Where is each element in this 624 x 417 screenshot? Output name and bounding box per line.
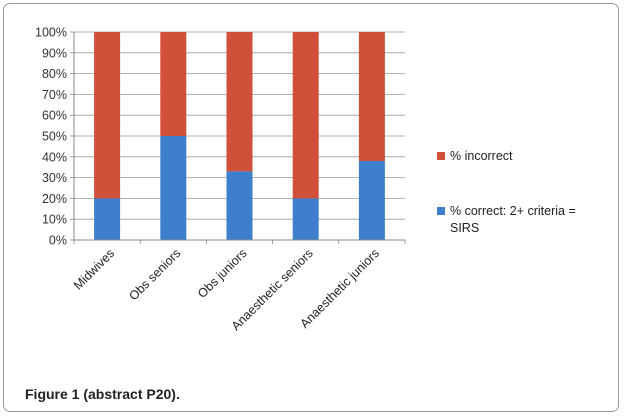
y-tick-label-9: 90% (42, 46, 67, 60)
y-tick-label-6: 60% (42, 109, 67, 123)
y-tick-label-7: 70% (42, 88, 67, 102)
y-tick-label-10: 100% (35, 26, 67, 40)
x-category-label-0: Midwives (71, 246, 117, 292)
y-tick-label-4: 40% (42, 150, 67, 164)
x-category-label-2: Obs juniors (195, 246, 250, 301)
bar-incorrect-0 (94, 32, 121, 199)
x-category-labels: Midwives Obs seniors Obs juniorsAnaestheti… (71, 246, 382, 333)
legend-label-correct-line-2: SIRS (450, 221, 479, 235)
bar-incorrect-2 (226, 32, 253, 172)
bar-correct-2 (226, 171, 253, 240)
y-tick-label-1: 10% (42, 213, 67, 227)
legend-label-incorrect: % incorrect (450, 149, 513, 163)
legend: % incorrect % correct: 2+ criteria = SIRS (437, 149, 576, 235)
axes (70, 31, 406, 244)
x-category-label-1: Obs seniors (126, 246, 183, 303)
bar-correct-1 (160, 136, 187, 240)
y-tick-label-8: 80% (42, 67, 67, 81)
stacked-bar-chart: 0% 10% 20% 30% 40% 50% 60% 70% 80% 90% 100% Midwiv… (35, 26, 576, 334)
y-tick-label-2: 20% (42, 192, 67, 206)
legend-label-correct: % correct: 2+ criteria = (450, 204, 576, 218)
bar-incorrect-3 (292, 32, 319, 199)
y-tick-label-5: 50% (42, 130, 67, 144)
bar-correct-4 (358, 160, 385, 240)
y-tick-label-0: 0% (49, 234, 67, 248)
legend-swatch-correct (437, 207, 445, 215)
y-tick-label-3: 30% (42, 171, 67, 185)
bar-correct-0 (94, 198, 121, 240)
figure-caption: Figure 1 (abstract P20). (25, 386, 180, 402)
bar-correct-3 (292, 198, 319, 240)
y-tick-labels: 0% 10% 20% 30% 40% 50% 60% 70% 80% 90% 100% (35, 26, 67, 248)
bars (94, 32, 385, 240)
bar-incorrect-4 (358, 32, 385, 161)
bar-incorrect-1 (160, 32, 187, 136)
legend-swatch-incorrect (437, 152, 445, 160)
